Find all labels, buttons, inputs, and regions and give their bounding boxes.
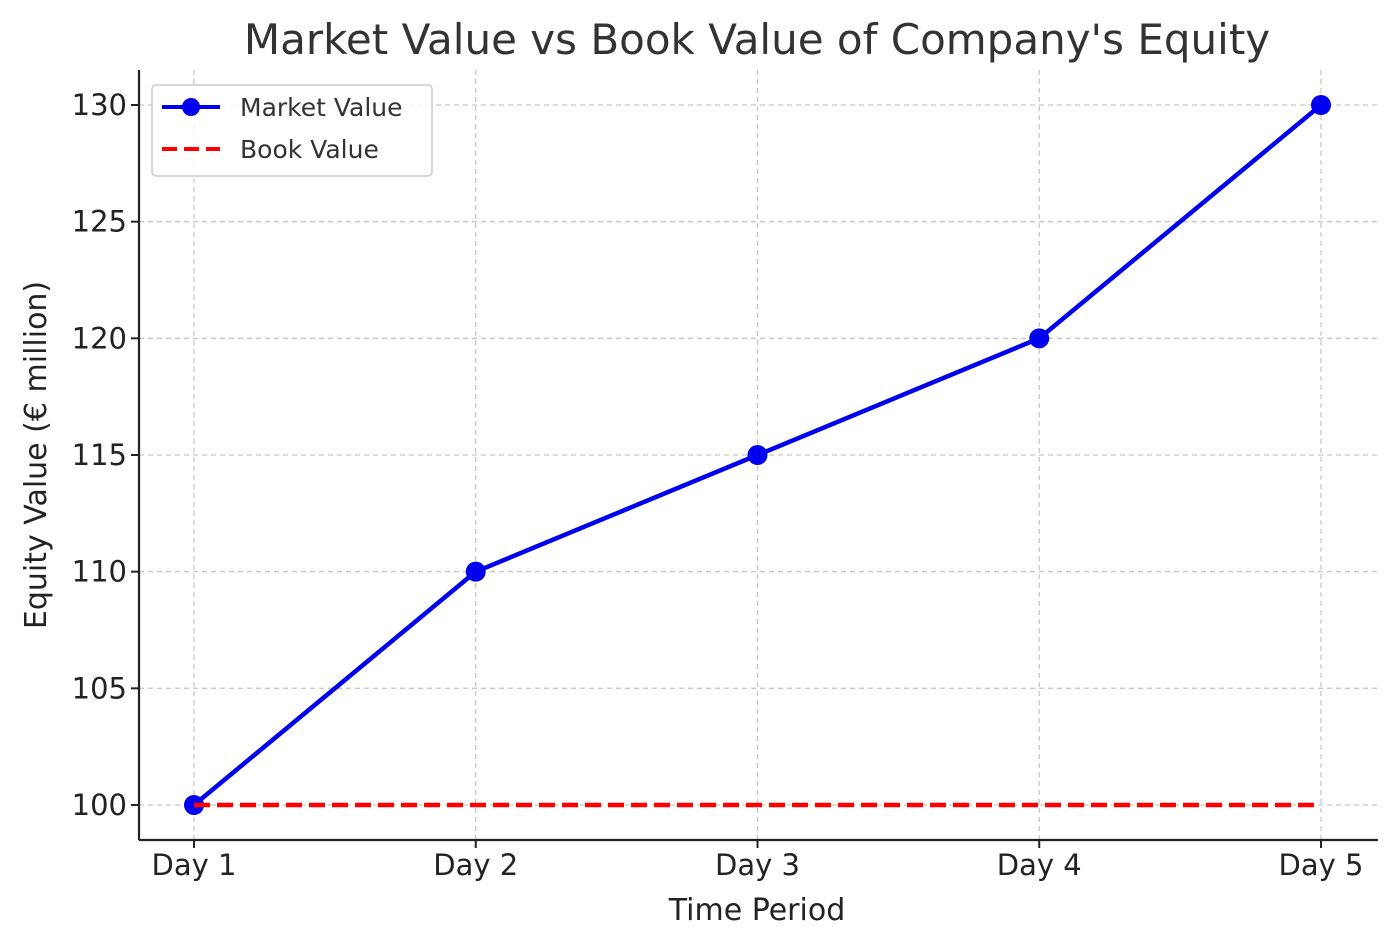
data-point-market-value-day-4 [1029, 328, 1050, 349]
axes: 100 105 110 115 120 125 130 Day 1 Day 2 Day 3 Day … [72, 70, 1378, 882]
legend-label-book-value: Book Value [240, 135, 379, 164]
x-axis-label: Time Period [668, 893, 846, 928]
legend-marker-market-value [182, 98, 200, 116]
legend-item-market-value: Market Value [162, 93, 403, 122]
legend: Market Value Book Value [151, 84, 433, 177]
grid [139, 70, 1378, 840]
x-tick-label-day-1: Day 1 [152, 848, 237, 882]
legend-box [151, 84, 433, 177]
y-axis-label: Equity Value (€ million) [19, 281, 54, 629]
legend-item-book-value: Book Value [162, 135, 379, 164]
y-tick-label-110: 110 [72, 555, 127, 589]
x-tick-label-day-3: Day 3 [715, 848, 800, 882]
x-tick-label-day-4: Day 4 [997, 848, 1082, 882]
legend-label-market-value: Market Value [240, 93, 403, 122]
y-tick-label-125: 125 [72, 205, 127, 239]
series-area [184, 95, 1331, 815]
y-tick-label-105: 105 [72, 671, 127, 705]
x-tick-label-day-5: Day 5 [1279, 848, 1364, 882]
data-point-market-value-day-2 [465, 561, 486, 582]
y-tick-label-120: 120 [72, 321, 127, 355]
y-tick-label-100: 100 [72, 788, 127, 822]
y-tick-label-115: 115 [72, 438, 127, 472]
data-point-market-value-day-5 [1311, 95, 1331, 115]
y-tick-label-130: 130 [72, 88, 127, 122]
chart-title: Market Value vs Book Value of Company's … [244, 15, 1270, 64]
x-tick-label-day-2: Day 2 [433, 848, 518, 882]
data-point-market-value-day-3 [747, 445, 768, 465]
